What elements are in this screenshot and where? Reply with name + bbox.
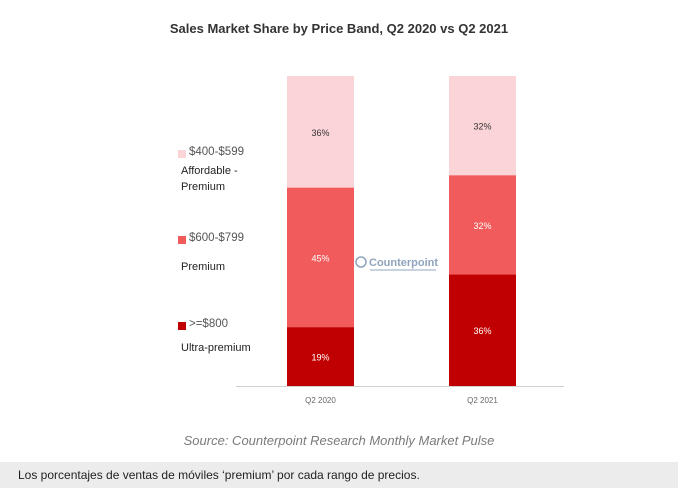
bar-segment-q2-2021-0	[449, 274, 516, 386]
bar-segment-q2-2021-1	[449, 175, 516, 275]
legend-swatch-affordable-premium	[178, 150, 186, 158]
x-tick-label: Q2 2020	[305, 396, 336, 405]
legend-swatch-premium	[178, 236, 186, 244]
data-label: 45%	[311, 253, 329, 263]
svg-text:Counterpoint: Counterpoint	[369, 257, 438, 269]
legend-band-affordable-premium: $400-$599	[189, 146, 244, 158]
legend-label-premium: Premium	[181, 261, 226, 273]
legend-label-ultra-premium: Ultra-premium	[181, 342, 251, 354]
data-label: 19%	[311, 353, 329, 363]
data-label: 36%	[473, 326, 491, 336]
data-label: 32%	[473, 221, 491, 231]
chart-title: Sales Market Share by Price Band, Q2 202…	[169, 21, 509, 36]
legend-band-ultra-premium: >=$800	[189, 318, 229, 330]
bar-segment-q2-2020-0	[287, 327, 354, 386]
image-caption: Los porcentajes de ventas de móviles ‘pr…	[0, 462, 678, 488]
legend-swatch-ultra-premium	[178, 322, 186, 330]
data-label: 36%	[311, 128, 329, 138]
x-tick-label: Q2 2021	[467, 396, 498, 405]
data-label: 32%	[473, 122, 491, 132]
bar-segment-q2-2020-1	[287, 187, 354, 328]
legend-band-premium: $600-$799	[189, 232, 244, 244]
bar-segment-q2-2020-2	[287, 76, 354, 188]
source-note: Source: Counterpoint Research Monthly Ma…	[183, 433, 495, 448]
legend-label-affordable-premium: Affordable - Premium	[181, 165, 238, 193]
counterpoint-watermark: Counterpoint	[355, 256, 438, 271]
chart-plot: 19% 45% 36% Q2 2020 36% 32% 32% Q2 2021 Counterp…	[236, 76, 564, 405]
bar-segment-q2-2021-2	[449, 76, 516, 176]
chart-figure: Sales Market Share by Price Band, Q2 202…	[169, 21, 564, 448]
